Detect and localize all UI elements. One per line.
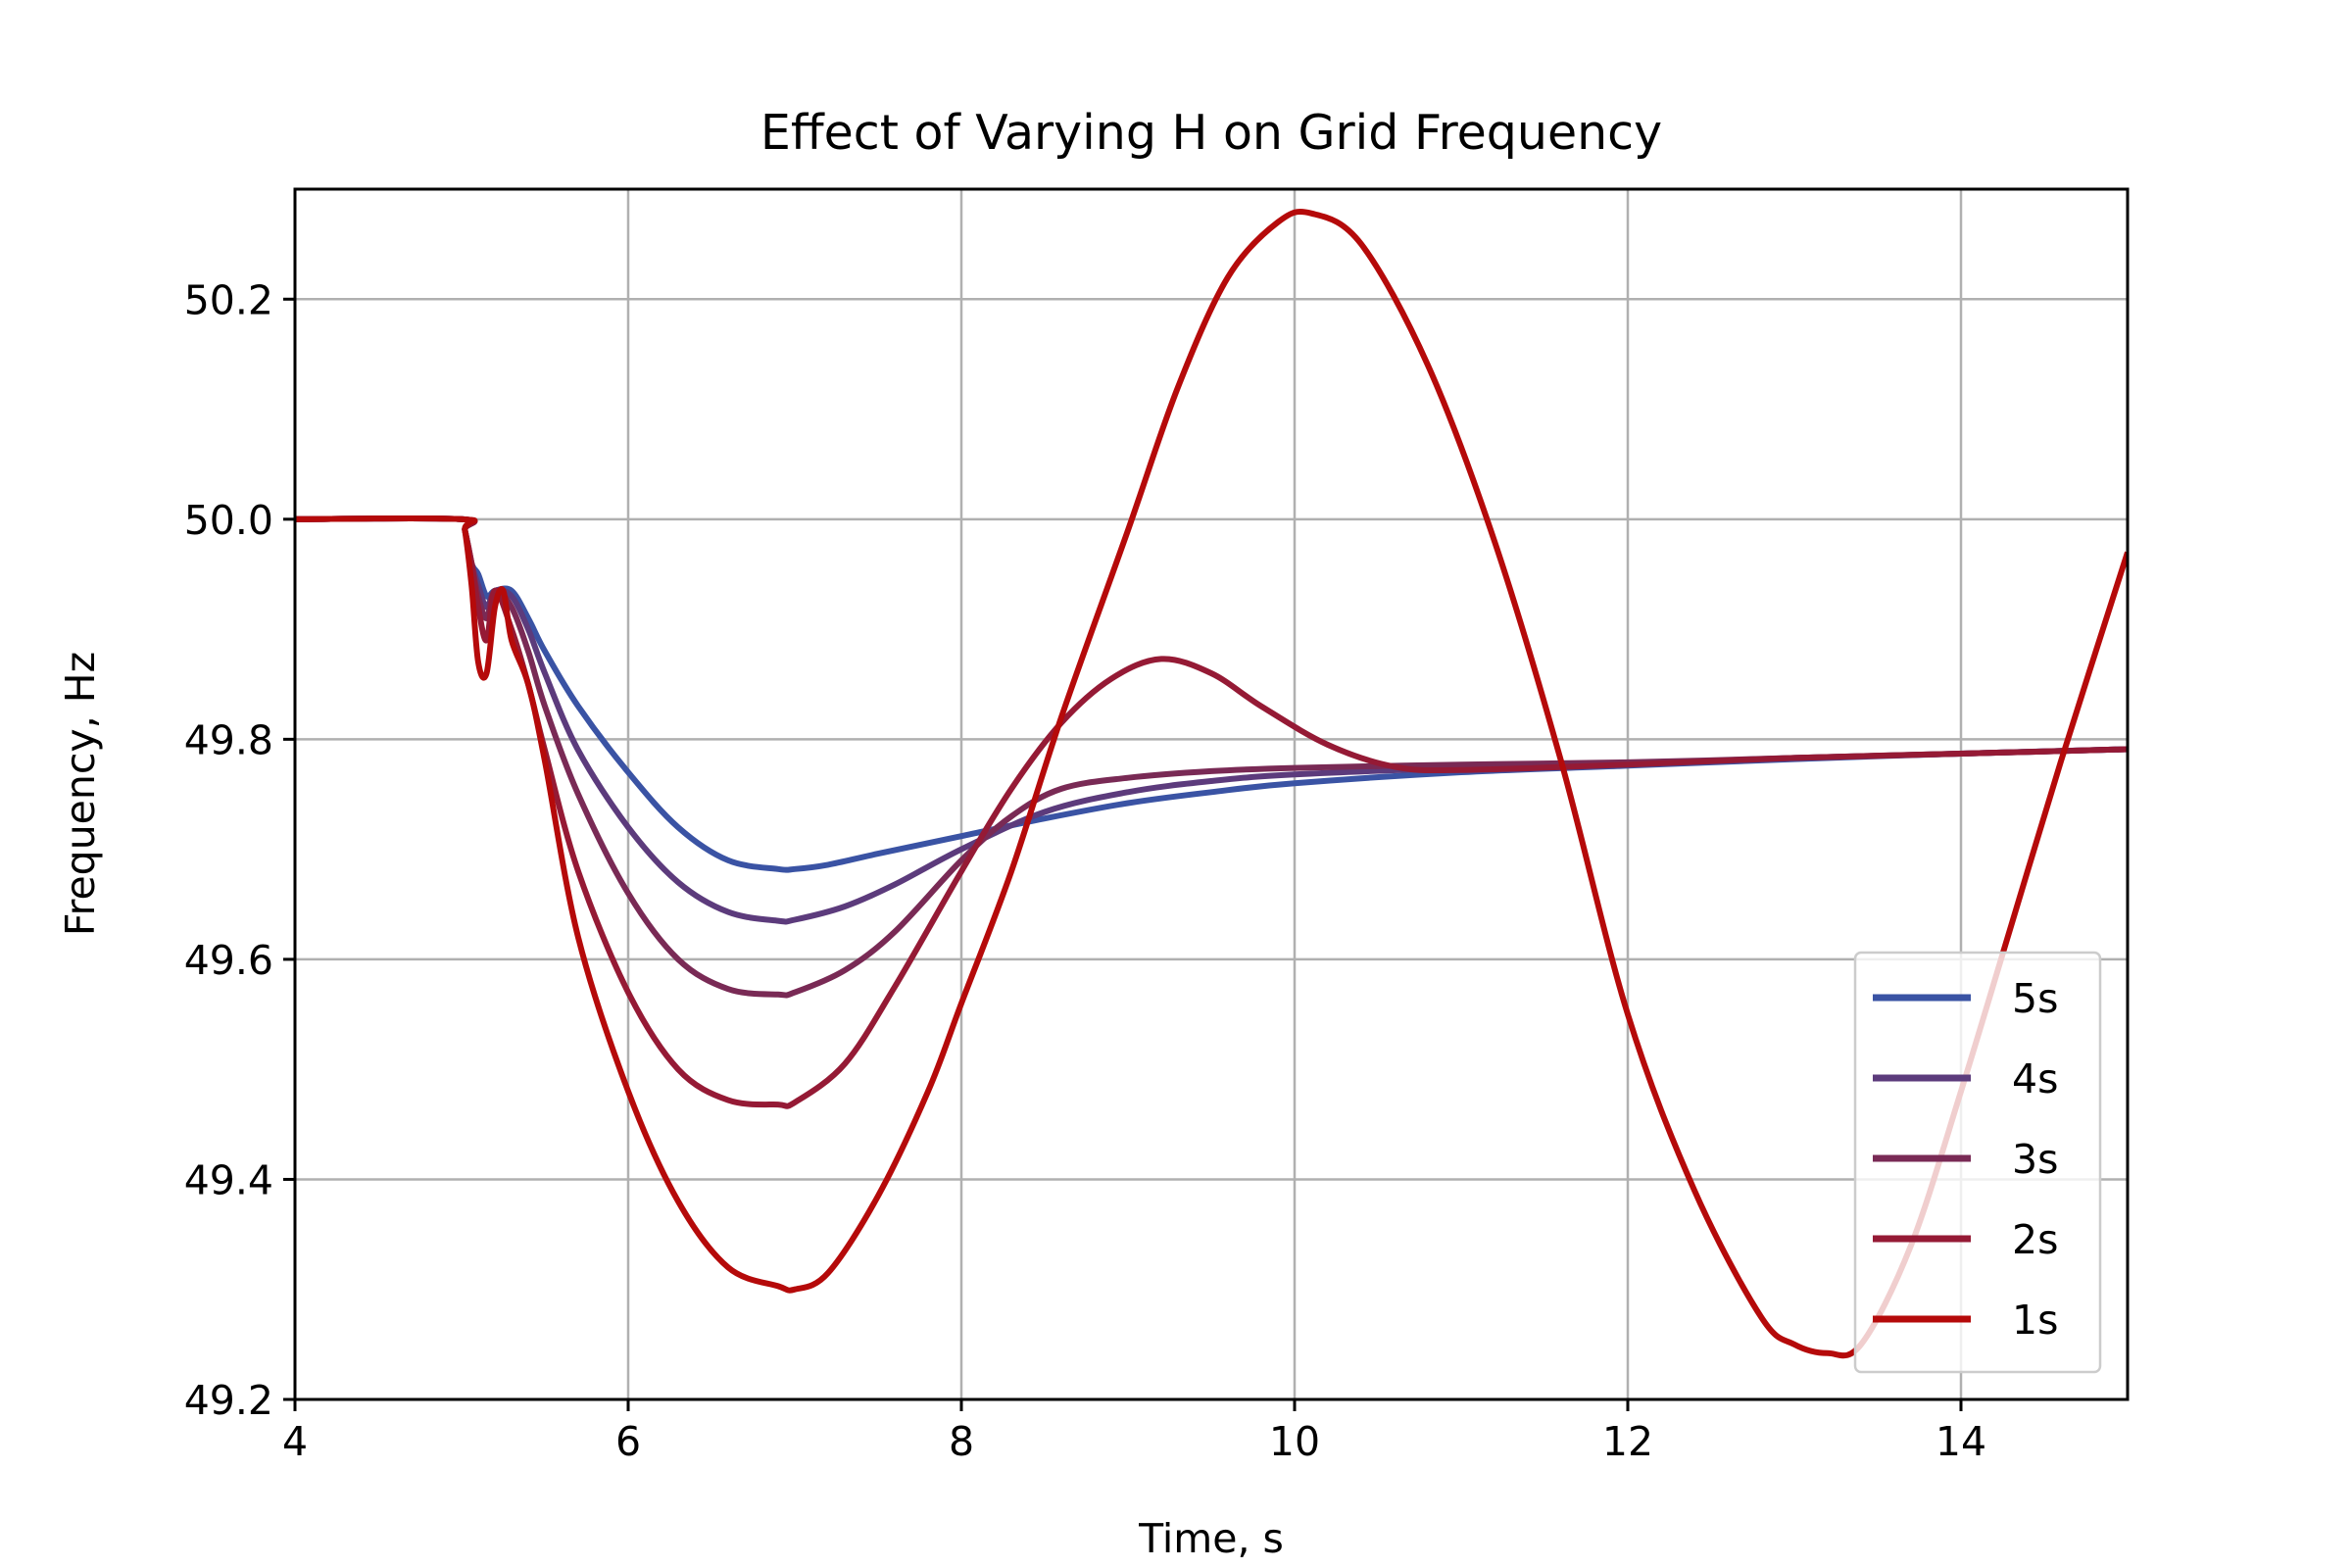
x-tick-label: 14 <box>1936 1418 1986 1465</box>
y-tick-label: 49.6 <box>184 937 273 984</box>
y-tick-label: 50.0 <box>184 497 273 544</box>
axes-frame <box>293 187 2130 1401</box>
legend-label-3s: 3s <box>2012 1136 2058 1183</box>
y-axis-ticks: 49.2 49.4 49.6 49.8 50.0 50.2 <box>184 276 295 1424</box>
x-tick-label: 8 <box>949 1418 974 1465</box>
y-tick-label: 49.8 <box>184 716 273 763</box>
chart-title: Effect of Varying H on Grid Frequency <box>760 105 1662 161</box>
legend: 5s 4s 3s 2s 1s <box>1853 951 2102 1374</box>
grid <box>293 189 2128 1401</box>
legend-box <box>1853 951 2102 1374</box>
y-tick-label: 49.2 <box>184 1377 273 1424</box>
x-tick-label: 12 <box>1602 1418 1653 1465</box>
x-axis-ticks: 4 6 8 10 12 14 <box>282 1399 1986 1465</box>
plot-area <box>295 209 2128 1359</box>
x-tick-label: 10 <box>1269 1418 1320 1465</box>
legend-label-4s: 4s <box>2012 1055 2058 1102</box>
x-tick-label: 4 <box>282 1418 308 1465</box>
legend-label-1s: 1s <box>2012 1297 2058 1344</box>
y-axis-label: Frequency, Hz <box>57 652 104 936</box>
y-tick-label: 49.4 <box>184 1156 273 1203</box>
series-group <box>295 209 2128 1359</box>
legend-label-2s: 2s <box>2012 1216 2058 1263</box>
legend-label-5s: 5s <box>2012 975 2058 1022</box>
x-tick-label: 6 <box>615 1418 641 1465</box>
y-tick-label: 50.2 <box>184 276 273 323</box>
x-axis-label: Time, s <box>1138 1515 1284 1562</box>
series-line-3s <box>295 514 2128 999</box>
series-line-2s <box>295 514 2128 1109</box>
series-line-1s <box>295 209 2128 1359</box>
